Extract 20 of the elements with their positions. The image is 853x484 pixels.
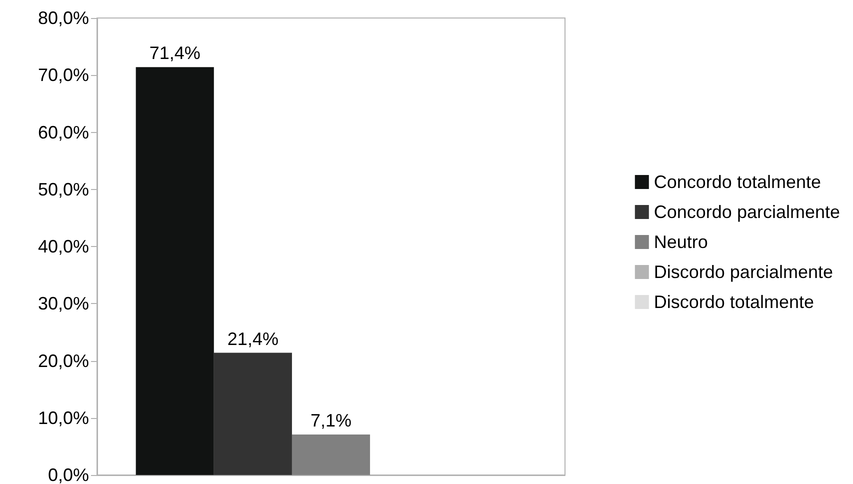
y-tick-label: 0,0% bbox=[48, 465, 89, 484]
legend-label: Discordo totalmente bbox=[654, 292, 814, 312]
legend-label: Discordo parcialmente bbox=[654, 262, 833, 282]
legend-label: Concordo totalmente bbox=[654, 172, 822, 192]
bar bbox=[292, 434, 370, 475]
bar bbox=[136, 67, 214, 475]
y-tick-label: 50,0% bbox=[38, 179, 89, 200]
y-tick-label: 70,0% bbox=[38, 65, 89, 86]
data-label: 21,4% bbox=[227, 328, 278, 349]
y-tick-label: 40,0% bbox=[38, 236, 89, 256]
y-tick-label: 20,0% bbox=[38, 350, 89, 371]
y-tick-label: 30,0% bbox=[38, 294, 89, 314]
data-label: 71,4% bbox=[149, 43, 200, 64]
y-tick-label: 80,0% bbox=[38, 8, 89, 28]
y-tick-label: 60,0% bbox=[38, 122, 89, 142]
legend-label: Neutro bbox=[654, 232, 708, 252]
data-label: 7,1% bbox=[310, 410, 352, 430]
bar bbox=[214, 352, 292, 475]
y-tick-label: 10,0% bbox=[38, 408, 89, 428]
legend-label: Concordo parcialmente bbox=[654, 202, 840, 222]
